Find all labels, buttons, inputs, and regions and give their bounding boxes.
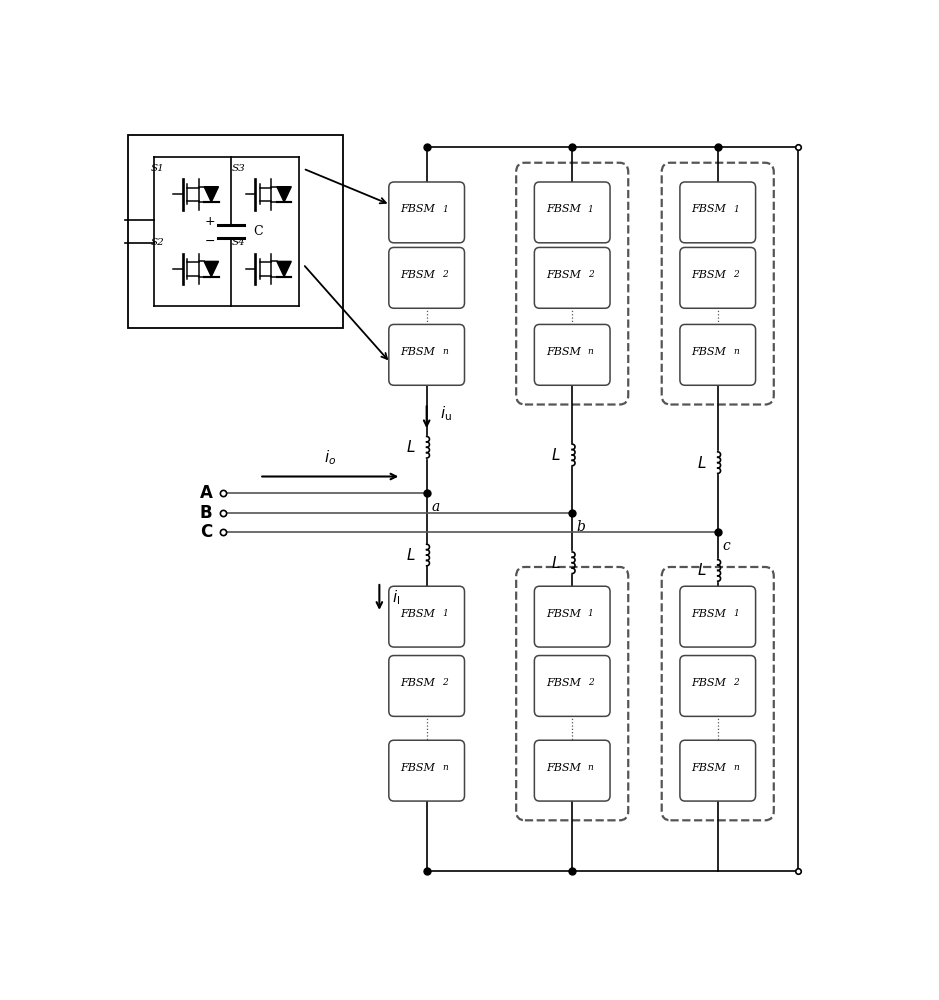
FancyBboxPatch shape — [680, 586, 756, 647]
Text: FBSM: FBSM — [692, 763, 727, 773]
Text: n: n — [442, 763, 448, 772]
Text: FBSM: FBSM — [401, 347, 436, 357]
Text: $i_{o}$: $i_{o}$ — [324, 449, 336, 467]
Text: FBSM: FBSM — [692, 678, 727, 688]
Text: +: + — [204, 215, 215, 228]
Text: 1: 1 — [588, 609, 593, 618]
Text: n: n — [733, 763, 739, 772]
FancyBboxPatch shape — [389, 740, 465, 801]
Polygon shape — [277, 261, 291, 277]
Text: FBSM: FBSM — [401, 678, 436, 688]
FancyBboxPatch shape — [389, 656, 465, 716]
Text: $i_{\rm l}$: $i_{\rm l}$ — [393, 588, 401, 607]
Text: 1: 1 — [733, 205, 739, 214]
Text: 1: 1 — [442, 205, 448, 214]
Polygon shape — [204, 187, 219, 202]
Text: S1: S1 — [150, 164, 164, 173]
Text: $i_{\rm u}$: $i_{\rm u}$ — [439, 404, 452, 423]
Text: C: C — [254, 225, 263, 238]
Text: FBSM: FBSM — [692, 609, 727, 619]
FancyBboxPatch shape — [534, 182, 610, 243]
Text: 2: 2 — [442, 678, 448, 687]
Text: a: a — [431, 500, 439, 514]
FancyBboxPatch shape — [680, 247, 756, 308]
FancyBboxPatch shape — [534, 740, 610, 801]
Text: FBSM: FBSM — [692, 270, 727, 280]
Text: n: n — [588, 347, 593, 356]
Text: $L$: $L$ — [406, 547, 415, 563]
Text: 2: 2 — [588, 270, 593, 279]
Bar — [218, 225, 244, 238]
Text: FBSM: FBSM — [546, 270, 581, 280]
Text: FBSM: FBSM — [692, 204, 727, 214]
Text: $L$: $L$ — [697, 455, 706, 471]
FancyBboxPatch shape — [534, 586, 610, 647]
Text: 2: 2 — [733, 678, 739, 687]
Text: −: − — [205, 235, 215, 248]
Text: FBSM: FBSM — [401, 270, 436, 280]
Text: n: n — [588, 763, 593, 772]
Text: $L$: $L$ — [551, 447, 561, 463]
FancyBboxPatch shape — [389, 586, 465, 647]
FancyBboxPatch shape — [534, 656, 610, 716]
Text: 2: 2 — [588, 678, 593, 687]
Polygon shape — [277, 187, 291, 202]
Text: $L$: $L$ — [697, 562, 706, 578]
Text: FBSM: FBSM — [401, 763, 436, 773]
Text: 1: 1 — [442, 609, 448, 618]
Text: 2: 2 — [442, 270, 448, 279]
Text: c: c — [723, 539, 731, 553]
Text: S4: S4 — [232, 238, 245, 247]
Text: FBSM: FBSM — [546, 609, 581, 619]
FancyBboxPatch shape — [534, 324, 610, 385]
Text: FBSM: FBSM — [546, 678, 581, 688]
FancyBboxPatch shape — [680, 182, 756, 243]
Text: n: n — [442, 347, 448, 356]
FancyBboxPatch shape — [680, 740, 756, 801]
FancyBboxPatch shape — [389, 182, 465, 243]
Text: 2: 2 — [733, 270, 739, 279]
FancyBboxPatch shape — [680, 656, 756, 716]
Text: FBSM: FBSM — [692, 347, 727, 357]
FancyBboxPatch shape — [389, 324, 465, 385]
Text: S2: S2 — [150, 238, 164, 247]
Text: FBSM: FBSM — [546, 763, 581, 773]
Text: B: B — [200, 504, 212, 522]
Text: n: n — [733, 347, 739, 356]
FancyBboxPatch shape — [389, 247, 465, 308]
Text: 1: 1 — [588, 205, 593, 214]
Text: $L$: $L$ — [406, 439, 415, 455]
Text: FBSM: FBSM — [401, 609, 436, 619]
Text: A: A — [200, 484, 212, 502]
Text: S3: S3 — [232, 164, 245, 173]
Text: $L$: $L$ — [551, 555, 561, 571]
Bar — [129, 135, 343, 328]
Text: FBSM: FBSM — [546, 204, 581, 214]
Text: C: C — [200, 523, 212, 541]
Text: FBSM: FBSM — [546, 347, 581, 357]
Text: b: b — [577, 520, 585, 534]
Text: FBSM: FBSM — [401, 204, 436, 214]
Text: 1: 1 — [733, 609, 739, 618]
FancyBboxPatch shape — [680, 324, 756, 385]
FancyBboxPatch shape — [534, 247, 610, 308]
Polygon shape — [204, 261, 219, 277]
